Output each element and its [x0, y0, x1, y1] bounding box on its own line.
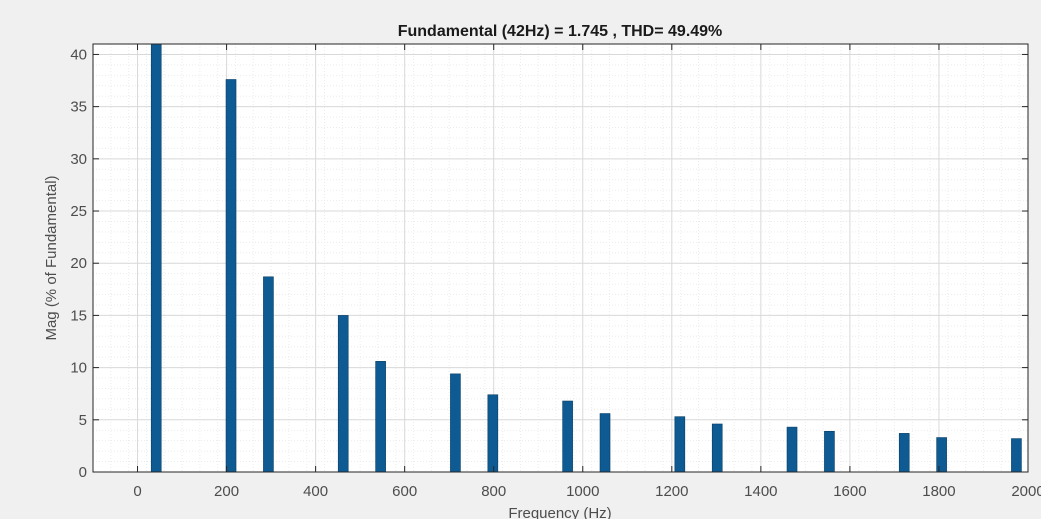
bar [450, 373, 461, 473]
bar [337, 315, 349, 473]
y-tick-label: 35 [70, 99, 87, 116]
bars [150, 43, 1022, 473]
bar [898, 433, 910, 473]
bar [1011, 438, 1022, 473]
bar [674, 416, 686, 473]
bar [375, 361, 386, 473]
x-tick-label: 1000 [566, 483, 599, 500]
plot-area [93, 44, 1028, 472]
x-axis-label: Frequency (Hz) [508, 505, 611, 519]
x-tick-label: 800 [481, 483, 506, 500]
x-tick-label: 400 [303, 483, 328, 500]
x-tick-label: 600 [392, 483, 417, 500]
y-tick-label: 40 [70, 46, 87, 63]
y-tick-label: 30 [70, 151, 87, 168]
y-tick-label: 10 [70, 360, 87, 377]
y-tick-label: 25 [70, 203, 87, 220]
y-axis-label: Mag (% of Fundamental) [43, 175, 60, 340]
plot-frame [92, 43, 1029, 473]
x-tick-label: 1800 [922, 483, 955, 500]
x-tick-label: 1600 [833, 483, 866, 500]
bar [599, 413, 611, 473]
y-tick-label: 20 [70, 255, 87, 272]
bar [786, 426, 798, 473]
bar [263, 276, 274, 473]
bar [150, 43, 162, 473]
bar [936, 437, 947, 473]
bar [824, 430, 835, 473]
bar [487, 394, 499, 473]
bar [711, 423, 723, 473]
ticks: 0 200 400 600 800 1000 1200 1400 1600 1800 2000 0 5 1… [70, 44, 1041, 500]
x-tick-label: 2000 [1011, 483, 1041, 500]
y-tick-label: 15 [70, 307, 87, 324]
y-tick-label: 0 [79, 464, 87, 481]
bar [225, 79, 237, 473]
x-tick-label: 0 [133, 483, 141, 500]
chart-title: Fundamental (42Hz) = 1.745 , THD= 49.49% [398, 23, 723, 40]
x-tick-label: 200 [214, 483, 239, 500]
x-tick-label: 1400 [744, 483, 777, 500]
y-tick-label: 5 [79, 412, 87, 429]
bar [562, 400, 573, 473]
x-tick-label: 1200 [655, 483, 688, 500]
grid [92, 43, 1029, 473]
